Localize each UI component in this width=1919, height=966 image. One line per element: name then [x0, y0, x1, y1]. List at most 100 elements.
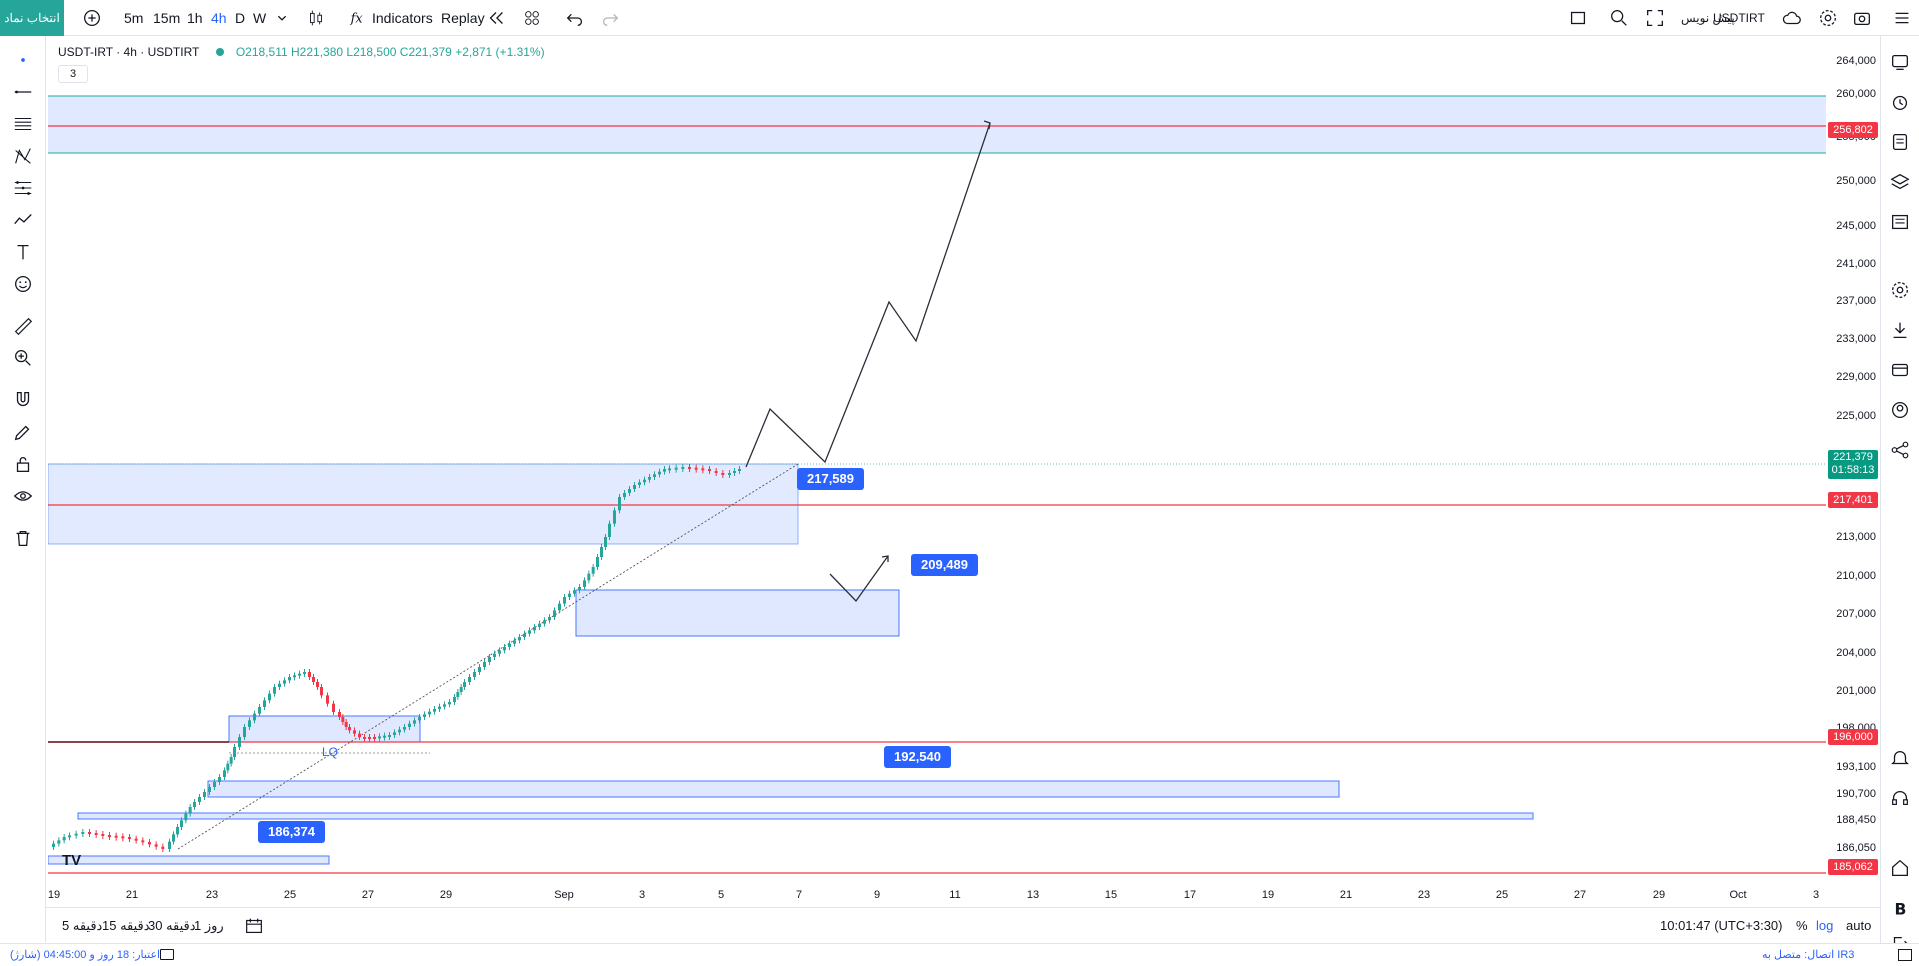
card-icon[interactable] — [1888, 358, 1912, 382]
candle-body — [341, 717, 345, 722]
zoom-search-icon[interactable] — [1607, 6, 1631, 30]
candle-body — [378, 736, 381, 739]
demand-zone-209489[interactable] — [575, 589, 900, 637]
news-icon[interactable] — [1888, 210, 1912, 234]
notes-icon[interactable] — [1888, 130, 1912, 154]
candles-icon[interactable] — [304, 6, 328, 30]
projection-path[interactable] — [745, 122, 991, 468]
replay-button[interactable]: Replay — [441, 10, 485, 26]
time-axis[interactable]: 19 21 23 25 27 29 Sep 3 5 7 9 11 13 15 17 19 21 23 25 27 29 O… — [48, 885, 1826, 907]
add-symbol-icon[interactable] — [80, 6, 104, 30]
range-5m[interactable]: دقیقه 5 — [62, 918, 103, 933]
trend-line-dotted[interactable] — [177, 463, 799, 850]
trash-icon[interactable] — [11, 526, 35, 550]
lq-zone[interactable] — [228, 715, 421, 743]
interval-15m[interactable]: 15m — [153, 10, 181, 26]
path-icon[interactable] — [11, 208, 35, 232]
candle-body — [618, 497, 621, 511]
goto-date-icon[interactable] — [242, 914, 266, 938]
candle-body — [298, 673, 301, 676]
interval-1h[interactable]: 1h — [187, 10, 203, 26]
candle-body — [587, 573, 591, 581]
percent-toggle[interactable]: % — [1796, 918, 1808, 933]
expand-icon[interactable] — [1643, 6, 1667, 30]
log-toggle[interactable]: log — [1816, 918, 1834, 933]
eye-icon[interactable] — [11, 484, 35, 508]
fib-icon[interactable] — [11, 176, 35, 200]
camera-icon[interactable] — [1850, 6, 1874, 30]
range-15m[interactable]: دقیقه 15 — [102, 918, 150, 933]
price-axis-label: 250,000 — [1836, 175, 1876, 187]
indicators-button[interactable]: Indicators — [372, 10, 433, 26]
candle-body — [663, 469, 666, 472]
redo-icon[interactable] — [598, 6, 622, 30]
price-chart[interactable]: TV — [48, 37, 1826, 907]
ruler-icon[interactable] — [11, 314, 35, 338]
candle-body — [658, 471, 661, 475]
candle-body — [316, 682, 319, 687]
range-1d[interactable]: روز 1 — [194, 918, 224, 933]
interval-w[interactable]: W — [253, 10, 267, 26]
callout-186374[interactable]: 186,374 — [258, 821, 325, 843]
layers-icon[interactable] — [1888, 170, 1912, 194]
select-symbol-button[interactable]: انتخاب نماد — [0, 0, 64, 36]
cloud-icon[interactable] — [1780, 6, 1804, 30]
demand-zone-186374[interactable] — [48, 855, 330, 865]
text-icon[interactable] — [11, 240, 35, 264]
fullscreen-square-icon[interactable] — [1566, 6, 1590, 30]
watchlist-icon[interactable] — [1888, 50, 1912, 74]
time-axis-label: 19 — [47, 889, 61, 901]
interval-d[interactable]: D — [235, 10, 246, 26]
chevron-down-icon[interactable] — [270, 6, 294, 30]
pencil-lock-icon[interactable] — [11, 420, 35, 444]
bold-b-icon[interactable]: B — [1888, 896, 1912, 920]
range-30m[interactable]: دقیقه 30 — [148, 918, 196, 933]
candle-body — [348, 727, 351, 731]
alarm-icon[interactable] — [1888, 90, 1912, 114]
pullback-path[interactable] — [829, 555, 889, 603]
horizontal-lines-icon[interactable] — [11, 112, 35, 136]
candle-body — [681, 467, 685, 469]
candle-body — [114, 835, 118, 838]
trend-line-icon[interactable] — [11, 80, 35, 104]
magnet-icon[interactable] — [11, 388, 35, 412]
callout-217589[interactable]: 217,589 — [797, 468, 864, 490]
gear-icon[interactable] — [1816, 6, 1840, 30]
callout-192540[interactable]: 192,540 — [884, 746, 951, 768]
download-icon[interactable] — [1888, 318, 1912, 342]
emoji-icon[interactable] — [11, 272, 35, 296]
demand-zone-190700[interactable] — [77, 812, 1534, 820]
price-axis[interactable]: 264,000260,000255,000250,000245,000241,0… — [1826, 37, 1880, 907]
rewind-icon[interactable] — [484, 6, 508, 30]
credit-status: اعتبار: 18 روز و 04:45:00 (شارژ) — [10, 949, 161, 961]
indicators-icon[interactable]: fx — [346, 6, 370, 30]
pattern-icon[interactable] — [11, 144, 35, 168]
supply-zone-top[interactable] — [48, 96, 1826, 153]
indicator-collapse[interactable]: 3 — [58, 65, 88, 83]
bell-icon[interactable] — [1888, 746, 1912, 770]
share-icon[interactable] — [1888, 438, 1912, 462]
user-icon[interactable] — [1888, 398, 1912, 422]
candle-body — [523, 633, 526, 637]
interval-5m[interactable]: 5m — [124, 10, 144, 26]
callout-209489[interactable]: 209,489 — [911, 554, 978, 576]
undo-icon[interactable] — [563, 6, 587, 30]
zoom-in-icon[interactable] — [11, 346, 35, 370]
menu-icon[interactable] — [1890, 6, 1914, 30]
interval-4h[interactable]: 4h — [211, 10, 227, 26]
candle-body — [468, 677, 471, 682]
layout-grid-icon[interactable] — [520, 6, 544, 30]
clock[interactable]: 10:01:47 (UTC+3:30) — [1660, 918, 1783, 933]
demand-zone-192540[interactable] — [207, 780, 1340, 798]
candle-body — [543, 620, 546, 624]
cursor-dot-icon[interactable] — [11, 48, 35, 72]
candle-body — [714, 471, 718, 473]
lock-icon[interactable] — [11, 452, 35, 476]
demand-zone-main[interactable] — [48, 463, 799, 545]
candle-body — [558, 603, 561, 611]
time-axis-label: 7 — [795, 889, 803, 901]
headset-icon[interactable] — [1888, 786, 1912, 810]
auto-toggle[interactable]: auto — [1846, 918, 1872, 933]
settings-icon[interactable] — [1888, 278, 1912, 302]
home-icon[interactable] — [1888, 856, 1912, 880]
